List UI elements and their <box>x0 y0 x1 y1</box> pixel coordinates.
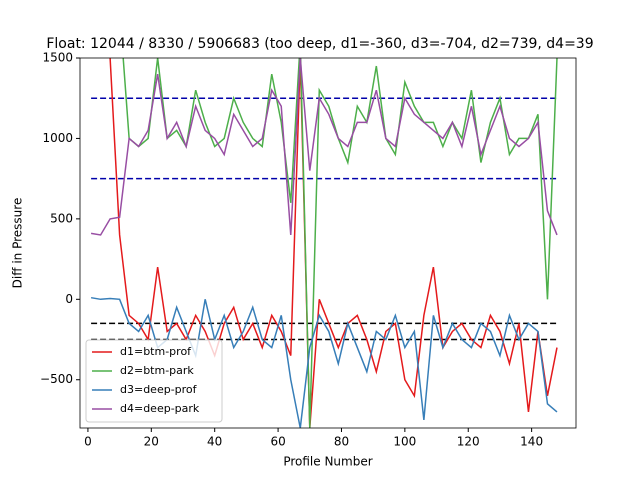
x-tick-label: 80 <box>334 435 349 449</box>
y-axis-label: Diff in Pressure <box>11 198 25 289</box>
y-tick-label: 1000 <box>42 131 73 145</box>
x-tick-label: 60 <box>270 435 285 449</box>
x-tick-label: 120 <box>457 435 480 449</box>
legend-label: d2=btm-park <box>120 364 194 377</box>
x-axis-label: Profile Number <box>283 455 372 469</box>
x-tick-label: 20 <box>144 435 159 449</box>
legend-label: d4=deep-park <box>120 402 200 415</box>
x-tick-label: 40 <box>207 435 222 449</box>
x-tick-label: 100 <box>393 435 416 449</box>
y-tick-label: 500 <box>50 211 73 225</box>
series-line <box>90 296 558 428</box>
legend-box <box>85 339 223 423</box>
chart-title: Float: 12044 / 8330 / 5906683 (too deep,… <box>46 36 593 52</box>
legend-label: d1=btm-prof <box>120 345 192 358</box>
axes-frame <box>79 57 577 429</box>
legend-label: d3=deep-prof <box>120 383 198 396</box>
y-tick-label: 1500 <box>42 51 73 65</box>
x-tick-label: 0 <box>84 435 92 449</box>
series-line <box>90 58 558 236</box>
x-tick-label: 140 <box>520 435 543 449</box>
y-tick-label: 0 <box>65 292 73 306</box>
y-tick-label: −500 <box>40 372 73 386</box>
series-line <box>109 58 558 428</box>
